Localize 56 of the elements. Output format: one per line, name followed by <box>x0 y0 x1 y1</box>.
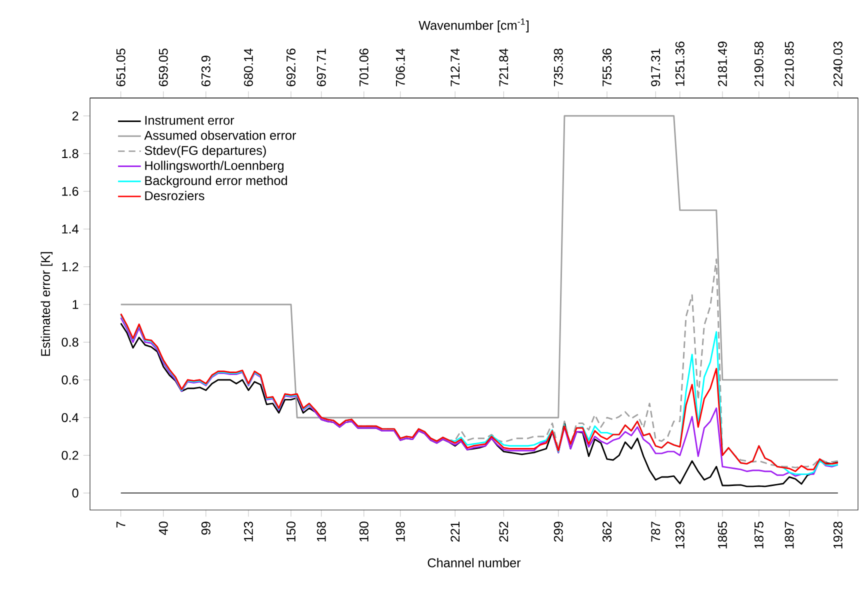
text: 706.14 <box>396 48 405 86</box>
text: 917.31 <box>651 48 660 86</box>
text: 2181.49 <box>718 42 727 86</box>
x-tick-label: 1329 <box>675 522 684 548</box>
x-tick-label: 1865 <box>718 522 727 548</box>
x-tick-label: 40 <box>158 522 168 535</box>
x-tick-label: 123 <box>244 522 253 542</box>
x-tick-label: 221 <box>450 522 460 542</box>
y-tick-label: 1.8 <box>62 149 78 158</box>
legend-label: Assumed observation error <box>144 130 296 140</box>
x-tick-label: 99 <box>201 522 210 535</box>
x-tick-label: 299 <box>554 522 563 542</box>
y-tick-label: 0 <box>72 488 78 498</box>
text: 2240.03 <box>833 42 842 86</box>
x-tick-label: 7 <box>116 522 126 528</box>
y-tick-label: 0.6 <box>62 375 78 384</box>
y-tick-label: 0.2 <box>62 450 78 460</box>
x-tick-label: 362 <box>602 522 612 542</box>
text: 673.9 <box>201 56 210 86</box>
x-axis-title: Channel number <box>428 558 521 568</box>
legend-label: Background error method <box>145 176 287 188</box>
x2-axis-title: Wavenumber [cm$^{-1}$] <box>418 18 529 32</box>
y-tick-label: 1.6 <box>62 186 78 196</box>
y-tick-label: 0.4 <box>62 413 78 422</box>
y-axis-title: Estimated error [K] <box>40 252 53 356</box>
text: 2210.85 <box>784 42 794 86</box>
y-tick-label: 1.2 <box>62 262 78 272</box>
x-tick-label: 1928 <box>833 522 842 548</box>
x-tick-label: 252 <box>499 522 508 542</box>
x-tick-label: 1897 <box>784 522 794 548</box>
text: 659.05 <box>158 48 168 86</box>
text: 701.06 <box>359 48 368 86</box>
x-tick-label: 1875 <box>754 522 764 548</box>
text: 680.14 <box>244 48 253 86</box>
y-tick-label: 0.8 <box>62 338 78 347</box>
text: 735.38 <box>554 48 563 86</box>
x-tick-label: 168 <box>316 522 326 542</box>
y-tick-label: 1 <box>72 300 78 309</box>
x-tick-label: 180 <box>359 522 368 542</box>
text: 697.71 <box>316 48 326 86</box>
legend-label: Instrument error <box>145 116 234 125</box>
legend-label: Desroziers <box>145 190 204 200</box>
y-tick-label: 1.4 <box>62 224 78 234</box>
text: 1251.36 <box>675 42 684 86</box>
text: 2190.58 <box>754 42 764 86</box>
x-tick-label: 198 <box>396 522 405 542</box>
text: 712.74 <box>450 48 460 86</box>
text: 692.76 <box>286 48 296 86</box>
legend-label: Stdev(FG departures) <box>144 146 266 158</box>
x-tick-label: 150 <box>286 522 296 542</box>
x-tick-label: 787 <box>651 522 660 542</box>
text: 755.36 <box>602 48 612 86</box>
text: 721.84 <box>499 48 508 86</box>
y-tick-label: 2 <box>72 111 78 120</box>
text: 651.05 <box>116 48 126 86</box>
legend-label: Hollingsworth/Loennberg <box>145 160 284 173</box>
